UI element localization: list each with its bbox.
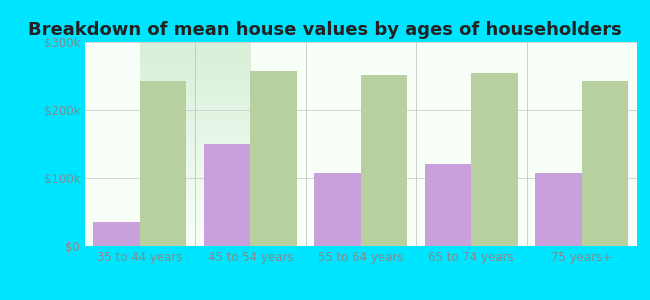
Bar — [425, 164, 471, 246]
Bar — [582, 81, 628, 246]
Bar — [94, 222, 140, 246]
Bar — [315, 172, 361, 246]
Bar — [204, 144, 250, 246]
Bar — [140, 81, 186, 246]
Bar — [250, 70, 296, 246]
Bar — [536, 172, 582, 246]
Bar — [471, 73, 517, 246]
Legend: Dyer Brook, Maine: Dyer Brook, Maine — [273, 297, 448, 300]
Bar — [361, 75, 407, 246]
Text: Breakdown of mean house values by ages of householders: Breakdown of mean house values by ages o… — [28, 21, 622, 39]
